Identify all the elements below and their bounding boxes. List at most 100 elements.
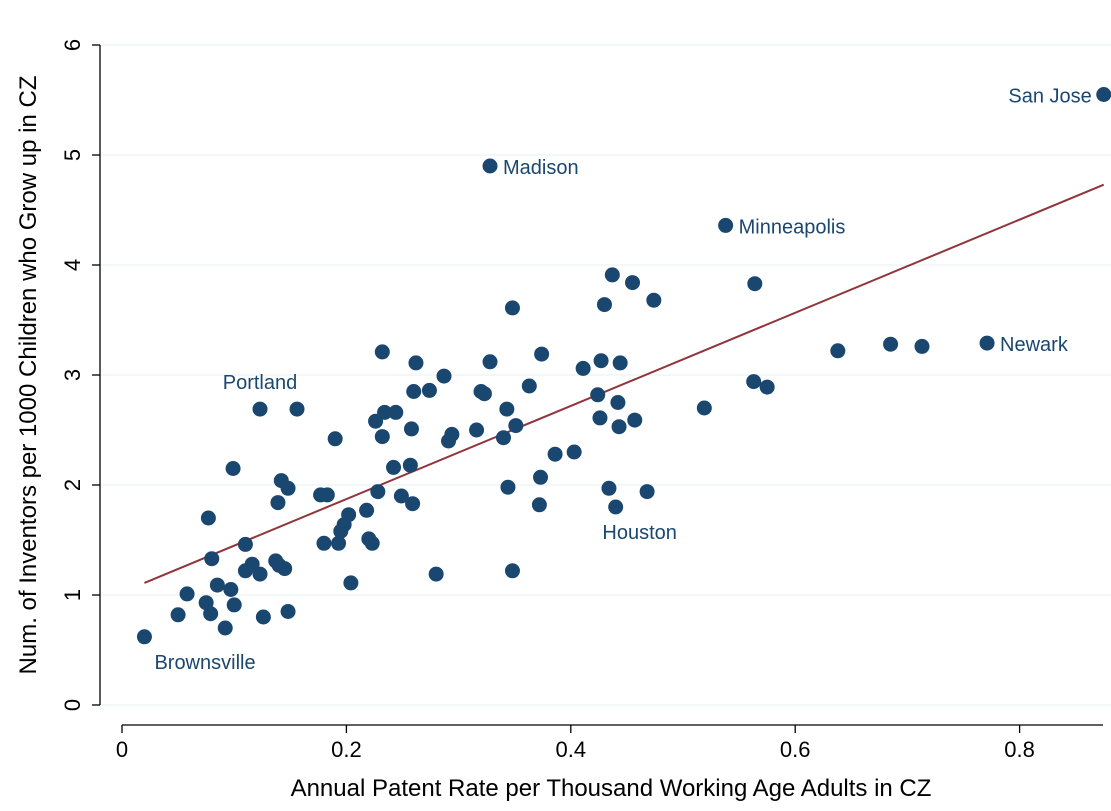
point-label-houston: Houston (602, 522, 677, 544)
x-tick-label: 0.2 (331, 737, 362, 762)
data-point (508, 418, 524, 434)
y-tick-label: 1 (60, 589, 85, 601)
data-point (226, 597, 242, 613)
point-label-minneapolis: Minneapolis (739, 216, 846, 238)
data-point (406, 384, 422, 399)
data-point (504, 563, 520, 579)
data-point (611, 419, 627, 435)
data-point (604, 267, 620, 283)
data-point (547, 446, 563, 462)
data-point-houston (608, 499, 624, 515)
data-point (364, 535, 380, 551)
point-label-madison: Madison (503, 157, 579, 179)
data-point (388, 404, 404, 420)
data-point (289, 401, 305, 417)
data-point (277, 561, 293, 577)
data-point (830, 343, 846, 359)
labels-layer: San Jose Madison Minneapolis Newark Portland… (154, 86, 1091, 674)
data-point (759, 379, 775, 395)
data-point (421, 382, 437, 398)
data-point-brownsville (136, 629, 152, 645)
data-point (596, 297, 612, 313)
data-point (280, 480, 296, 496)
y-tick-label: 3 (60, 369, 85, 381)
data-point (225, 461, 241, 476)
data-point-madison (482, 158, 498, 174)
data-point (223, 582, 239, 597)
data-point (601, 480, 617, 496)
data-point-minneapolis (718, 217, 734, 233)
data-point (319, 487, 335, 503)
data-point (592, 410, 608, 426)
y-tick-label: 0 (60, 699, 85, 711)
point-label-portland: Portland (223, 372, 298, 394)
x-tick-label: 0.6 (780, 737, 811, 762)
point-label-san-jose: San Jose (1008, 86, 1091, 108)
data-point (500, 479, 516, 495)
data-point (883, 336, 899, 352)
x-tick-label: 0 (116, 737, 128, 762)
data-point (252, 566, 268, 582)
data-point (377, 404, 393, 420)
data-point (534, 346, 550, 362)
data-point (627, 412, 643, 428)
data-point (331, 535, 347, 551)
data-point (402, 457, 418, 473)
data-point (612, 355, 628, 371)
y-tick-label: 4 (60, 259, 85, 271)
y-axis-title: Num. of Inventors per 1000 Children who … (15, 76, 42, 675)
data-point (482, 354, 498, 370)
data-point (436, 368, 452, 384)
y-tick-label: 2 (60, 479, 85, 491)
data-point (476, 386, 492, 402)
data-point (316, 535, 332, 551)
data-point (914, 338, 930, 354)
ticks-layer: 0 1 2 3 4 5 6 0 0.2 0.4 0.6 0.8 (60, 39, 1035, 762)
data-point-newark (979, 335, 995, 351)
data-point (428, 566, 444, 582)
data-point (575, 360, 591, 376)
x-tick-label: 0.4 (556, 737, 587, 762)
data-point (374, 429, 390, 445)
data-point (403, 421, 419, 437)
fit-layer (144, 183, 1105, 584)
data-point (696, 400, 712, 416)
y-tick-label: 6 (60, 39, 85, 51)
data-point (499, 401, 515, 417)
data-point (746, 374, 762, 390)
data-point (566, 444, 582, 460)
data-point (209, 577, 225, 593)
data-point (359, 502, 375, 518)
data-point (374, 344, 390, 360)
data-point (610, 395, 626, 410)
data-point (270, 495, 286, 511)
data-point (200, 510, 216, 526)
data-point (590, 387, 606, 403)
data-point-portland (252, 401, 268, 417)
x-tick-label: 0.8 (1004, 737, 1035, 762)
data-point (237, 536, 253, 552)
data-point (280, 604, 296, 619)
data-point (444, 426, 460, 442)
data-point (204, 551, 220, 567)
data-point (393, 488, 409, 504)
data-point (639, 484, 655, 500)
data-point (170, 607, 186, 623)
data-point (646, 292, 662, 308)
data-point (521, 378, 537, 394)
data-point (405, 496, 421, 512)
data-point (327, 431, 343, 447)
data-point (504, 300, 520, 316)
data-point (341, 507, 357, 523)
fit-line (144, 183, 1105, 584)
data-point (217, 620, 233, 636)
data-point (408, 355, 424, 371)
data-point (593, 353, 609, 369)
data-point (370, 484, 386, 500)
data-point (386, 459, 402, 475)
point-label-brownsville: Brownsville (154, 652, 255, 674)
data-point (469, 422, 485, 438)
data-point (625, 275, 641, 291)
